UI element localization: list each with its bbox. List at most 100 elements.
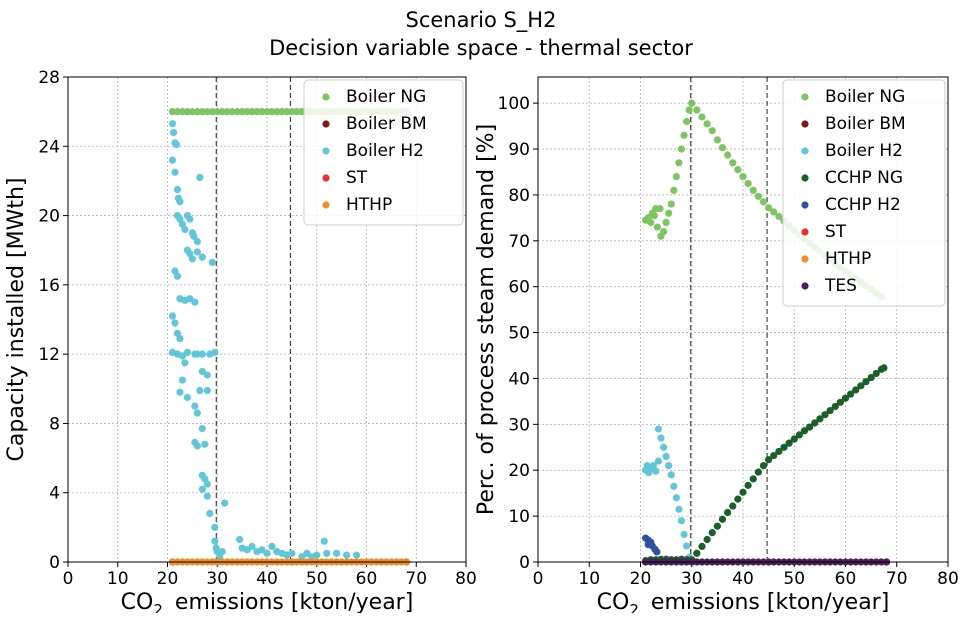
data-point <box>718 515 727 523</box>
x-tick-label: 40 <box>256 569 278 589</box>
legend-label: Boiler H2 <box>346 141 424 161</box>
y-tick-label: 40 <box>508 369 530 389</box>
data-point <box>654 457 663 465</box>
data-point <box>662 452 670 461</box>
data-point <box>653 548 661 556</box>
x-tick-label: 70 <box>405 569 427 589</box>
data-point <box>667 200 675 208</box>
y-tick-label: 20 <box>508 461 530 481</box>
x-tick-label: 70 <box>886 569 908 589</box>
data-point <box>734 495 742 503</box>
y-tick-label: 0 <box>49 553 60 573</box>
data-point <box>193 350 201 358</box>
data-point <box>203 480 211 488</box>
data-point <box>201 440 209 448</box>
data-point <box>811 419 819 427</box>
data-point <box>698 113 706 121</box>
data-point <box>206 509 214 518</box>
x-tick-label: 80 <box>937 569 959 589</box>
y-tick-label: 60 <box>508 278 530 298</box>
data-point <box>685 106 693 114</box>
x-label-part: CO <box>121 590 154 613</box>
data-point <box>662 218 670 227</box>
data-point <box>238 108 246 116</box>
data-point <box>203 492 211 500</box>
data-point <box>775 447 783 456</box>
data-point <box>765 204 773 212</box>
data-point <box>208 108 216 116</box>
data-point <box>203 386 211 395</box>
plot-frame <box>537 76 949 563</box>
data-point <box>263 108 271 116</box>
data-point <box>243 108 251 116</box>
data-point <box>263 549 271 557</box>
y-tick-label: 70 <box>508 232 530 252</box>
data-point <box>713 136 721 144</box>
x-axis-label: CO2 emissions [kton/year] <box>597 590 890 613</box>
data-point <box>754 468 762 476</box>
data-point <box>213 108 221 116</box>
data-point <box>770 208 778 216</box>
y-tick-label: 12 <box>38 345 60 365</box>
data-point <box>211 523 219 531</box>
data-point <box>680 131 688 139</box>
x-tick-label: 30 <box>206 569 228 589</box>
data-point <box>193 108 201 116</box>
data-point <box>193 248 201 256</box>
data-point <box>680 530 688 539</box>
data-point <box>288 549 296 557</box>
data-point <box>765 456 773 464</box>
legend-label: CCHP H2 <box>825 195 901 215</box>
legend-marker <box>801 120 809 128</box>
data-point <box>703 120 711 128</box>
legend-label: HTHP <box>346 195 392 215</box>
data-point <box>693 106 701 114</box>
data-point <box>708 127 716 135</box>
data-point <box>183 348 191 357</box>
legend-marker <box>322 174 330 182</box>
data-point <box>650 211 658 220</box>
data-point <box>672 494 680 502</box>
x-tick-label: 80 <box>455 569 477 589</box>
x-tick-label: 20 <box>630 569 652 589</box>
data-point <box>785 439 793 447</box>
x-tick-label: 0 <box>63 569 74 589</box>
x-label-part: emissions [kton/year] <box>175 590 413 613</box>
data-point <box>171 168 179 176</box>
y-tick-label: 28 <box>38 68 60 88</box>
data-point <box>198 425 206 433</box>
data-point <box>221 499 229 507</box>
data-point <box>218 108 226 116</box>
x-tick-label: 30 <box>681 569 703 589</box>
x-tick-label: 0 <box>533 569 544 589</box>
data-point <box>181 225 189 234</box>
data-point <box>770 451 778 460</box>
x-label-part: emissions [kton/year] <box>651 590 889 613</box>
legend-label: Boiler H2 <box>825 141 903 161</box>
legend-marker <box>801 174 809 182</box>
data-point <box>198 253 206 261</box>
figure-subtitle: Decision variable space - thermal sector <box>269 36 693 60</box>
legend-label: ST <box>825 222 847 242</box>
data-point <box>672 172 680 181</box>
data-point <box>795 431 803 439</box>
data-point <box>841 394 850 402</box>
data-point <box>652 467 660 475</box>
x-tick-label: 50 <box>306 569 328 589</box>
data-point <box>168 312 177 320</box>
data-point <box>171 319 179 327</box>
y-tick-label: 90 <box>508 140 530 160</box>
legend-marker <box>322 201 330 209</box>
data-point <box>749 186 757 194</box>
data-point <box>248 108 256 116</box>
x-tick-label: 20 <box>157 569 179 589</box>
data-point <box>744 179 752 188</box>
data-point <box>211 348 219 357</box>
data-point <box>718 144 727 152</box>
data-point <box>193 442 201 450</box>
data-point <box>647 218 655 227</box>
data-point <box>800 427 809 435</box>
y-tick-label: 10 <box>508 507 530 527</box>
data-point <box>173 185 182 194</box>
